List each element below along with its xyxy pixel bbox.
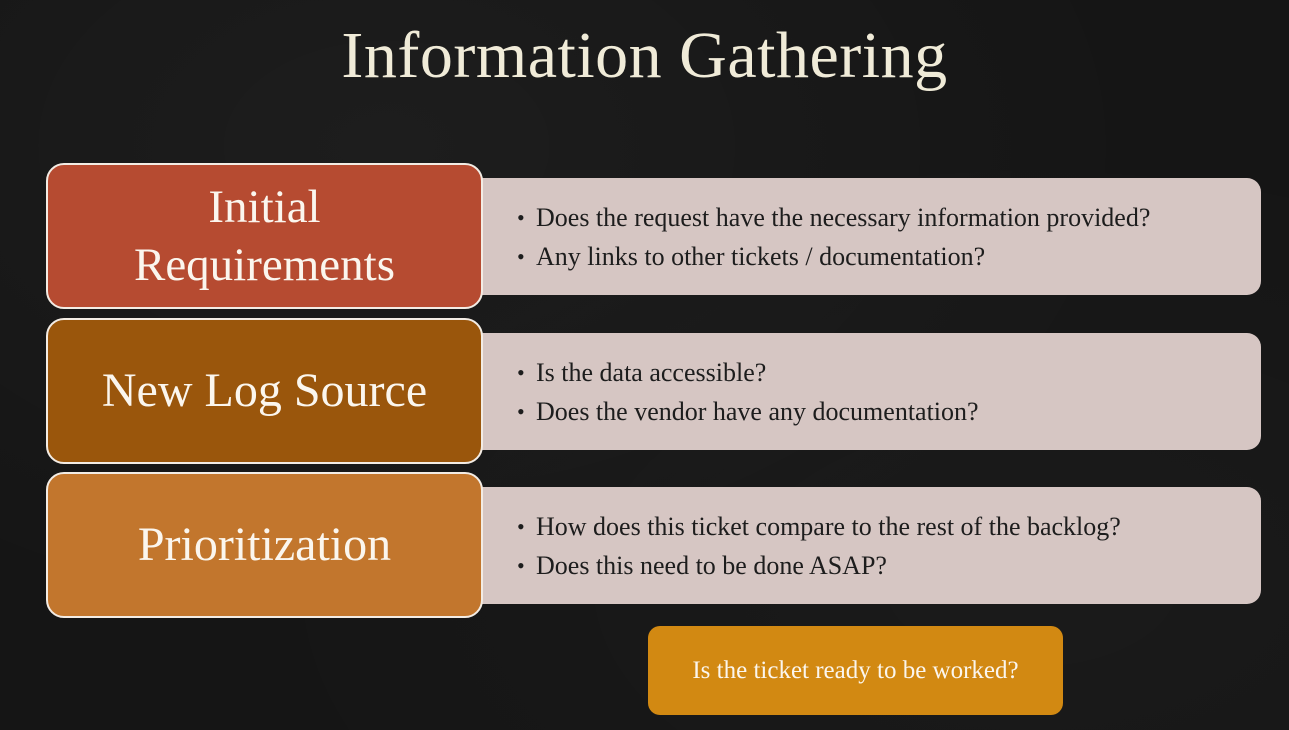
bullet-text: Does this need to be done ASAP? [536,550,887,580]
bullet-icon: • [517,204,525,230]
list-item: • Is the data accessible? [517,353,1261,392]
slide-title: Information Gathering [341,19,948,92]
list-item: • Does the vendor have any documentation? [517,392,1261,431]
list-item: • How does this ticket compare to the res… [517,507,1261,546]
description-box: • Is the data accessible? • Does the vendo… [466,333,1261,450]
bullet-list: • Is the data accessible? • Does the vendo… [517,353,1261,431]
row-prioritization: • How does this ticket compare to the res… [46,472,1262,618]
bullet-text: Is the data accessible? [536,357,767,387]
row-new-log-source: • Is the data accessible? • Does the vendo… [46,318,1262,464]
list-item: • Does the request have the necessary inf… [517,198,1261,237]
list-item: • Any links to other tickets / documentat… [517,237,1261,276]
bullet-text: Does the vendor have any documentation? [536,396,979,426]
list-item: • Does this need to be done ASAP? [517,546,1261,585]
bullet-icon: • [517,243,525,269]
label-box: Initial Requirements [46,163,483,309]
label-box: Prioritization [46,472,483,618]
bullet-icon: • [517,398,525,424]
description-box: • How does this ticket compare to the res… [466,487,1261,604]
bullet-list: • How does this ticket compare to the res… [517,507,1261,585]
bullet-text: How does this ticket compare to the rest… [536,511,1121,541]
bullet-text: Does the request have the necessary info… [536,202,1151,232]
bullet-list: • Does the request have the necessary inf… [517,198,1261,276]
label-box: New Log Source [46,318,483,464]
bullet-icon: • [517,513,525,539]
bullet-text: Any links to other tickets / documentati… [536,241,986,271]
description-box: • Does the request have the necessary inf… [466,178,1261,295]
bullet-icon: • [517,359,525,385]
ready-to-work-callout: Is the ticket ready to be worked? [648,626,1063,715]
row-initial-requirements: • Does the request have the necessary inf… [46,163,1262,309]
bullet-icon: • [517,552,525,578]
